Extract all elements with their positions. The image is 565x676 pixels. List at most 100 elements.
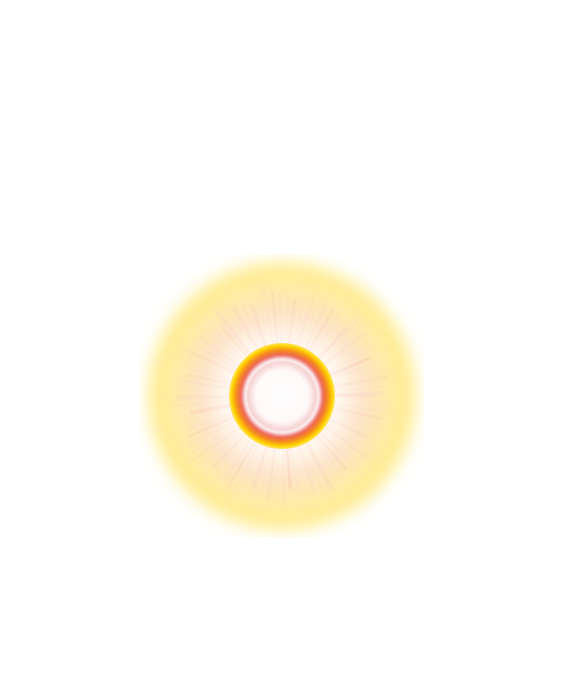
ray bbox=[325, 341, 369, 369]
ray bbox=[327, 419, 366, 439]
ray bbox=[174, 397, 231, 400]
ray bbox=[331, 367, 370, 381]
ray bbox=[309, 317, 340, 358]
sun-flare-graphic bbox=[140, 254, 424, 538]
ray bbox=[320, 347, 371, 376]
ray bbox=[323, 408, 380, 425]
sun-rays bbox=[173, 287, 392, 507]
ray bbox=[235, 305, 262, 356]
ray bbox=[181, 382, 235, 391]
ray bbox=[319, 330, 367, 368]
ray bbox=[193, 366, 239, 383]
ray bbox=[173, 400, 233, 407]
ray bbox=[325, 357, 371, 378]
ray bbox=[290, 440, 301, 492]
ray bbox=[320, 423, 369, 459]
ray bbox=[271, 290, 278, 347]
ray bbox=[206, 333, 244, 365]
ray bbox=[300, 439, 324, 493]
ray bbox=[220, 434, 255, 480]
ray bbox=[292, 438, 307, 493]
ray bbox=[320, 427, 363, 463]
sun-core bbox=[242, 356, 322, 436]
ray bbox=[329, 401, 389, 411]
ray bbox=[299, 296, 322, 352]
ray bbox=[189, 403, 238, 414]
ray bbox=[295, 291, 317, 353]
ray bbox=[190, 423, 239, 455]
ray bbox=[253, 437, 271, 491]
ray bbox=[333, 392, 384, 396]
ray bbox=[319, 431, 357, 467]
ray bbox=[232, 305, 262, 358]
ray bbox=[190, 403, 235, 411]
ray bbox=[287, 298, 295, 349]
ray bbox=[298, 442, 317, 494]
ray bbox=[324, 368, 388, 386]
ray bbox=[188, 416, 242, 444]
ray bbox=[309, 439, 332, 475]
ray bbox=[302, 434, 335, 493]
ray bbox=[319, 418, 377, 453]
ray bbox=[302, 436, 332, 492]
ray bbox=[329, 379, 387, 389]
ray bbox=[311, 436, 338, 473]
ray bbox=[289, 300, 298, 347]
ray bbox=[197, 338, 245, 371]
ray bbox=[307, 313, 339, 359]
ray bbox=[312, 426, 354, 468]
ray bbox=[284, 295, 290, 351]
ray bbox=[200, 336, 244, 369]
ray bbox=[227, 433, 260, 489]
ray bbox=[187, 414, 239, 437]
ray bbox=[232, 441, 259, 494]
ray bbox=[261, 287, 274, 352]
ray bbox=[268, 443, 277, 500]
ray bbox=[217, 434, 251, 475]
ray bbox=[322, 351, 370, 376]
ray bbox=[187, 347, 237, 373]
ray bbox=[264, 288, 275, 349]
ray bbox=[322, 334, 367, 367]
ray bbox=[297, 445, 314, 493]
ray bbox=[328, 364, 371, 380]
ray bbox=[242, 304, 264, 353]
ray bbox=[293, 303, 303, 346]
sun-flare bbox=[140, 254, 424, 538]
ray bbox=[207, 424, 245, 454]
ray bbox=[259, 446, 271, 494]
ray bbox=[187, 412, 236, 430]
ray bbox=[302, 300, 328, 352]
ray bbox=[312, 430, 348, 470]
ray bbox=[184, 349, 238, 375]
ray bbox=[316, 324, 364, 366]
ray bbox=[178, 389, 237, 394]
ray bbox=[325, 409, 377, 427]
ray bbox=[183, 379, 234, 389]
ray bbox=[249, 304, 266, 350]
ray bbox=[214, 309, 254, 359]
ray bbox=[326, 413, 373, 433]
ray bbox=[319, 421, 372, 458]
ray bbox=[274, 441, 280, 503]
ray bbox=[327, 398, 392, 404]
ray bbox=[326, 417, 369, 438]
ray bbox=[246, 440, 265, 484]
ray bbox=[188, 416, 244, 448]
ray bbox=[265, 445, 275, 498]
ray bbox=[278, 291, 281, 345]
ray bbox=[179, 354, 238, 379]
ray bbox=[286, 445, 292, 490]
ray bbox=[220, 326, 252, 362]
ray bbox=[213, 433, 247, 469]
ray bbox=[218, 309, 253, 356]
ray bbox=[305, 303, 330, 351]
ray bbox=[188, 411, 233, 427]
ray bbox=[191, 342, 245, 375]
ray bbox=[310, 433, 341, 473]
ray bbox=[225, 306, 255, 353]
ray bbox=[332, 407, 383, 419]
ray bbox=[283, 447, 286, 507]
ray bbox=[242, 440, 261, 480]
